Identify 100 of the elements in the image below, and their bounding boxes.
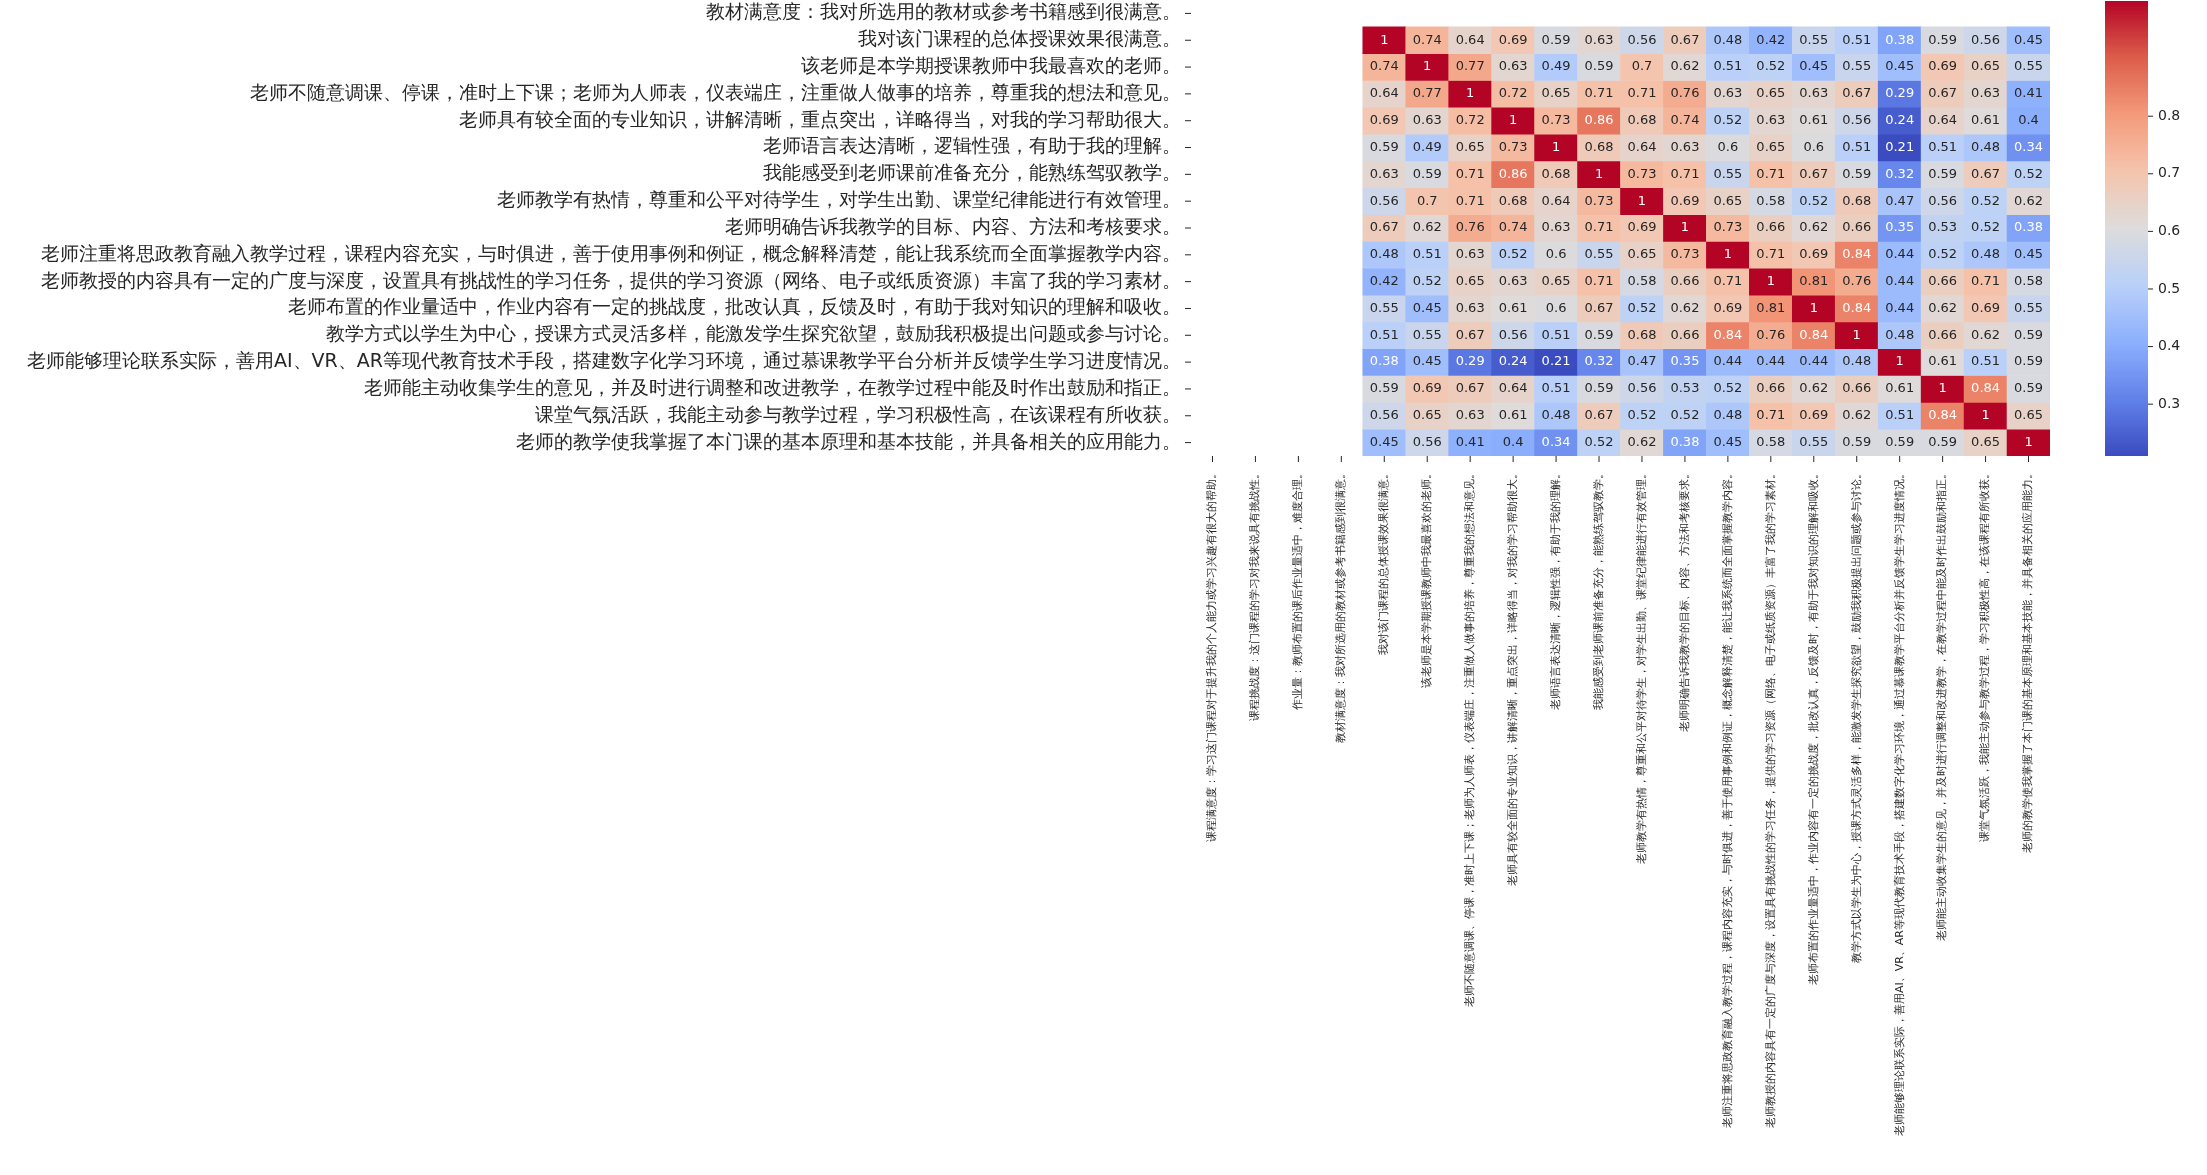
data-label: 0.73 (1713, 219, 1743, 235)
data-label: 0.6 (1545, 299, 1567, 315)
data-label: 0.62 (1928, 299, 1958, 315)
data-label: 1 (1551, 138, 1561, 154)
x-tick-label: 老师注重将思政教育融入教学过程，课程内容充实，与时俱进，善于使用事例和例证，概念解释清楚，能让我系统而全面掌握教学内容。 (1720, 468, 1734, 1128)
data-label: 0.42 (1369, 273, 1399, 289)
data-label: 0.44 (1756, 353, 1786, 369)
y-tick-label: 课堂气氛活跃，我能主动参与教学过程，学习积极性高，在该课程有所收获。 (535, 402, 1181, 425)
data-label: 0.55 (1584, 246, 1614, 262)
data-label: 0.64 (1928, 112, 1958, 128)
data-label: 0.74 (1498, 219, 1528, 235)
data-label: 1 (1895, 353, 1904, 369)
data-label: 0.71 (1584, 273, 1614, 289)
data-label: 0.71 (1670, 165, 1700, 181)
x-tick-label: 我能感受到老师课前准备充分，能熟练驾驭教学。 (1591, 468, 1605, 710)
data-label: 0.77 (1455, 58, 1485, 74)
data-label: 0.65 (1756, 138, 1786, 154)
data-label: 0.61 (1799, 112, 1829, 128)
data-label: 0.68 (1627, 326, 1657, 342)
data-label: 0.69 (1498, 31, 1528, 47)
data-label: 0.63 (1756, 112, 1786, 128)
data-label: 0.62 (1842, 407, 1872, 423)
data-label: 0.45 (2014, 246, 2043, 262)
x-tick-label: 该老师是本学期授课教师中我最喜欢的老师。 (1420, 468, 1434, 688)
data-label: 1 (1809, 299, 1818, 315)
data-label: 0.38 (2014, 219, 2043, 235)
data-label: 0.77 (1412, 85, 1442, 101)
data-label: 0.4 (2018, 112, 2039, 128)
data-label: 0.84 (1842, 246, 1872, 262)
data-label: 0.52 (2014, 165, 2043, 181)
y-tick-label: 老师教学有热情，尊重和公平对待学生，对学生出勤、课堂纪律能进行有效管理。 (497, 188, 1181, 211)
data-label: 0.59 (1885, 433, 1915, 449)
x-tick-label: 课程挑战度：这门课程的学习对我来说具有挑战性。 (1248, 468, 1262, 721)
data-label: 0.59 (1928, 165, 1958, 181)
data-label: 0.62 (2014, 192, 2043, 208)
data-label: 0.47 (1627, 353, 1657, 369)
data-label: 0.62 (1670, 299, 1700, 315)
data-label: 0.63 (1412, 112, 1442, 128)
data-label: 0.55 (1412, 326, 1442, 342)
x-tick-label: 老师教学有热情，尊重和公平对待学生，对学生出勤、课堂纪律能进行有效管理。 (1634, 468, 1648, 864)
data-label: 0.24 (1885, 112, 1915, 128)
data-label: 0.69 (1369, 112, 1399, 128)
data-label: 0.52 (1498, 246, 1528, 262)
data-label: 0.86 (1498, 165, 1528, 181)
data-label: 0.69 (1412, 380, 1442, 396)
data-label: 0.59 (1412, 165, 1442, 181)
data-label: 0.76 (1455, 219, 1485, 235)
data-label: 0.52 (1928, 246, 1958, 262)
data-label: 1 (1766, 273, 1775, 289)
data-label: 0.84 (1842, 299, 1872, 315)
data-label: 0.65 (1627, 246, 1657, 262)
data-label: 0.73 (1670, 246, 1700, 262)
data-label: 0.21 (1541, 353, 1571, 369)
x-tick-label: 教材满意度：我对所选用的教材或参考书籍感到很满意。 (1334, 468, 1348, 743)
data-label: 0.52 (1412, 273, 1442, 289)
data-label: 0.47 (1885, 192, 1915, 208)
data-label: 0.56 (1369, 407, 1399, 423)
data-label: 0.4 (1502, 433, 1524, 449)
data-label: 0.21 (1885, 138, 1915, 154)
data-label: 0.51 (1928, 138, 1958, 154)
data-label: 0.68 (1842, 192, 1872, 208)
data-label: 0.69 (1713, 299, 1743, 315)
data-label: 0.35 (1885, 219, 1915, 235)
data-label: 0.7 (1631, 58, 1653, 74)
data-label: 0.71 (1713, 273, 1743, 289)
data-label: 0.44 (1713, 353, 1743, 369)
data-label: 0.65 (2014, 407, 2043, 423)
data-label: 0.68 (1498, 192, 1528, 208)
data-label: 0.59 (1584, 380, 1614, 396)
data-label: 0.49 (1412, 138, 1442, 154)
data-label: 0.67 (1455, 380, 1485, 396)
x-tick-label: 老师明确告诉我教学的目标、内容、方法和考核要求。 (1677, 468, 1691, 732)
data-label: 0.29 (1885, 85, 1915, 101)
data-label: 0.42 (1756, 31, 1786, 47)
data-label: 0.52 (1627, 299, 1657, 315)
data-label: 0.61 (1498, 299, 1528, 315)
data-label: 0.7 (1416, 192, 1438, 208)
data-label: 0.59 (1369, 138, 1399, 154)
data-label: 0.45 (1412, 353, 1442, 369)
data-label: 0.67 (1799, 165, 1829, 181)
data-label: 0.65 (1412, 407, 1442, 423)
data-label: 0.34 (1541, 433, 1571, 449)
data-label: 0.55 (1713, 165, 1743, 181)
data-label: 0.51 (1842, 31, 1872, 47)
data-label: 0.63 (1369, 165, 1399, 181)
data-label: 0.55 (1799, 433, 1829, 449)
data-label: 0.74 (1412, 31, 1442, 47)
data-label: 0.32 (1885, 165, 1915, 181)
data-label: 0.45 (1799, 58, 1829, 74)
data-label: 0.6 (1803, 138, 1825, 154)
data-label: 0.51 (1541, 380, 1571, 396)
data-label: 0.66 (1670, 326, 1700, 342)
data-label: 0.56 (1627, 31, 1657, 47)
data-label: 0.63 (1455, 299, 1485, 315)
data-label: 0.65 (1756, 85, 1786, 101)
data-label: 0.44 (1799, 353, 1829, 369)
data-label: 0.67 (1670, 31, 1700, 47)
data-label: 0.66 (1670, 273, 1700, 289)
data-label: 0.55 (2014, 299, 2043, 315)
data-label: 0.71 (1584, 85, 1614, 101)
